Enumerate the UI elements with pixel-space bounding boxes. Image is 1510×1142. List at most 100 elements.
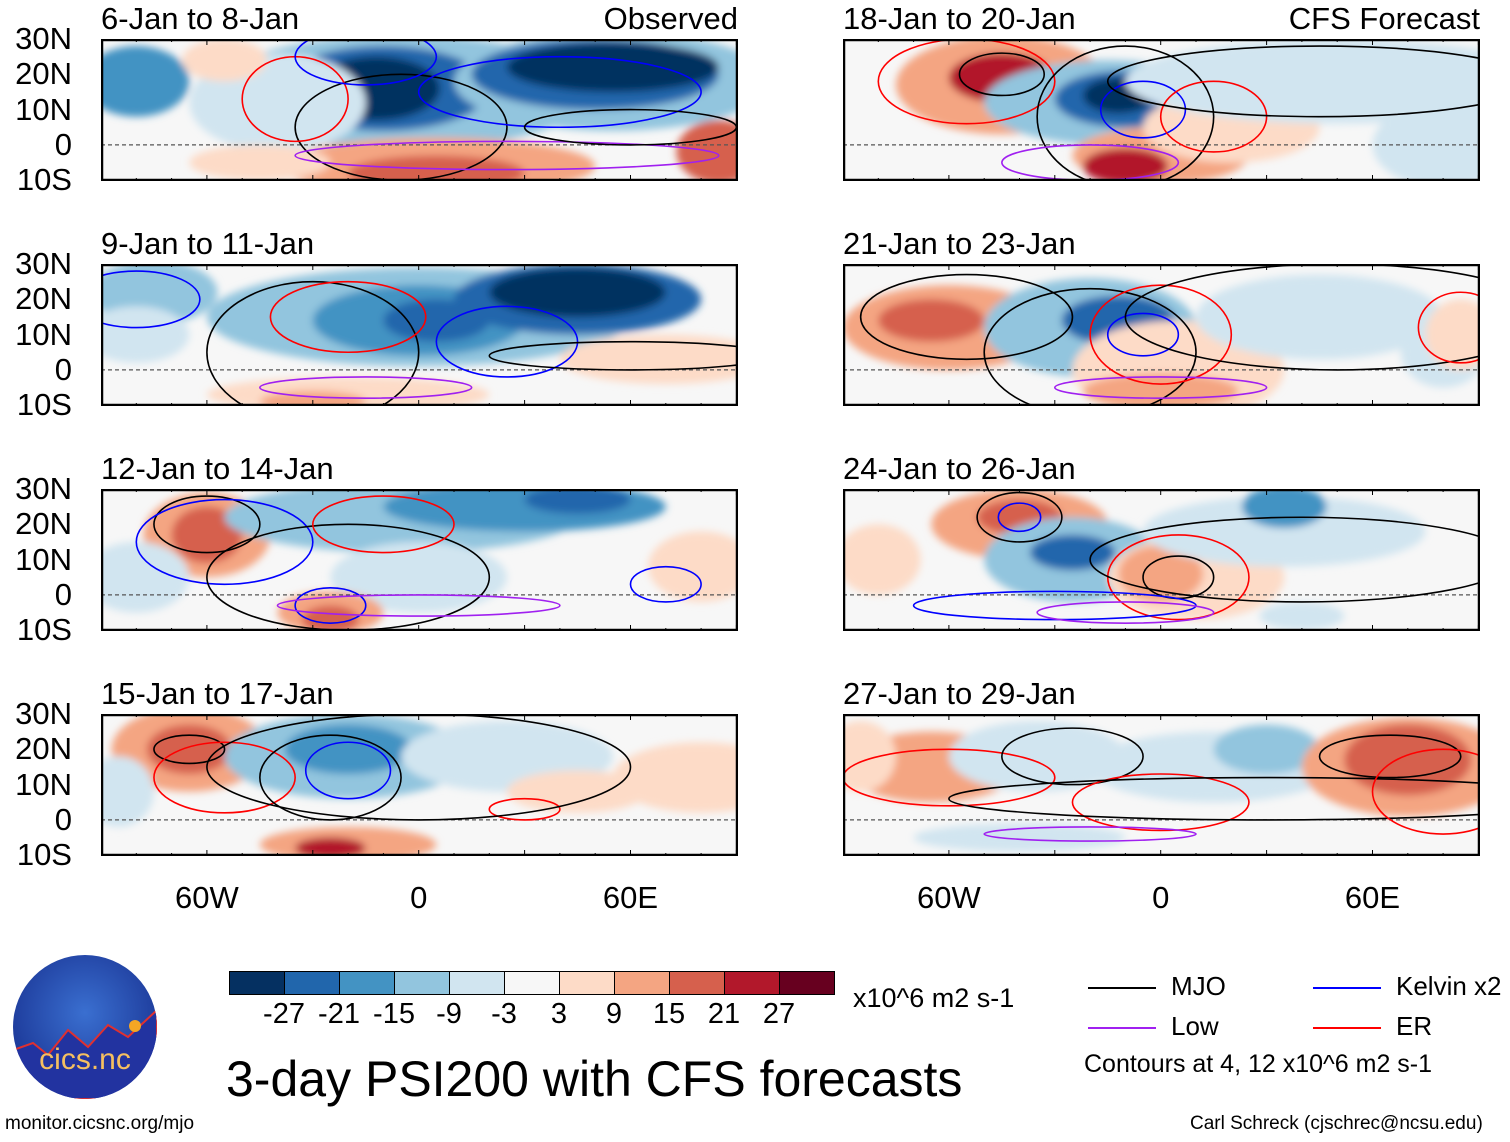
lat-label: 10N xyxy=(15,541,72,577)
anomaly-region xyxy=(843,524,921,595)
contour-line xyxy=(294,587,367,624)
panel-tag: Observed xyxy=(603,1,738,36)
contour-line xyxy=(488,340,738,371)
colorbar-units: x10^6 m2 s-1 xyxy=(853,983,1015,1013)
lat-label: 10N xyxy=(15,316,72,352)
anomaly-region xyxy=(1372,102,1480,181)
colorbar xyxy=(229,971,835,995)
map-panel xyxy=(101,264,738,406)
anomaly-region xyxy=(1030,534,1115,571)
contour-line xyxy=(417,55,702,129)
lon-label: 60W xyxy=(917,880,981,915)
lat-label: 20N xyxy=(15,281,72,317)
lat-label: 10N xyxy=(15,91,72,127)
map-panel xyxy=(843,714,1480,856)
colorbar-swatch xyxy=(230,972,285,994)
contour-line xyxy=(958,52,1046,97)
contour-line xyxy=(304,741,392,800)
anomaly-region xyxy=(878,299,985,342)
panel-title: 24-Jan to 26-Jan xyxy=(843,451,1076,486)
anomaly-region xyxy=(302,605,359,631)
map-panel xyxy=(101,39,738,181)
legend-label: Kelvin x2 xyxy=(1396,971,1502,1001)
contour-line xyxy=(976,491,1063,543)
colorbar-swatch xyxy=(285,972,340,994)
panel-title: 18-Jan to 20-Jan xyxy=(843,1,1076,36)
lon-label: 0 xyxy=(410,880,428,915)
contour-line xyxy=(1036,45,1215,181)
colorbar-swatch xyxy=(450,972,505,994)
contour-line xyxy=(294,39,438,86)
contour-line xyxy=(276,594,561,617)
anomaly-region xyxy=(171,506,243,564)
colorbar-label: 27 xyxy=(762,998,796,1030)
colorbar-label: 15 xyxy=(652,998,686,1030)
lat-label: 10S xyxy=(16,612,72,648)
contour-line xyxy=(153,734,226,765)
panel-title: 15-Jan to 17-Jan xyxy=(101,676,334,711)
contour-line xyxy=(1071,773,1250,832)
lat-label: 10S xyxy=(16,837,72,873)
colorbar-swatch xyxy=(340,972,395,994)
contour-line xyxy=(1318,734,1462,779)
contour-line xyxy=(294,140,720,171)
legend-line-er xyxy=(1313,1027,1381,1029)
cics-logo: cics.nc xyxy=(13,955,157,1099)
colorbar-label: -9 xyxy=(436,998,462,1030)
colorbar-label: 21 xyxy=(707,998,741,1030)
contour-line xyxy=(1159,80,1268,153)
contour-line xyxy=(1036,601,1215,624)
contour-line xyxy=(877,39,1056,125)
contour-note: Contours at 4, 12 x10^6 m2 s-1 xyxy=(1084,1050,1433,1078)
colorbar-label: -15 xyxy=(373,998,415,1030)
lat-label: 30N xyxy=(15,471,72,506)
figure-title: 3-day PSI200 with CFS forecasts xyxy=(226,1051,963,1107)
colorbar-swatch xyxy=(560,972,615,994)
contour-line xyxy=(435,305,579,378)
contour-line xyxy=(101,270,201,329)
contour-line xyxy=(629,565,702,603)
anomaly-region xyxy=(1083,148,1168,181)
contour-line xyxy=(1417,291,1480,364)
map-panel xyxy=(843,489,1480,631)
lon-label: 60E xyxy=(1344,880,1401,915)
contour-line xyxy=(1054,376,1268,399)
anomaly-region xyxy=(284,724,412,775)
lat-label: 0 xyxy=(54,801,72,837)
contour-line xyxy=(1099,80,1187,139)
contour-line xyxy=(1106,312,1180,357)
contour-line xyxy=(1124,264,1480,371)
source-url: monitor.cicsnc.org/mjo xyxy=(5,1113,195,1134)
anomaly-region xyxy=(843,721,896,792)
lat-label: 0 xyxy=(54,126,72,162)
anomaly-region xyxy=(1125,39,1480,124)
lat-label: 30N xyxy=(15,246,72,281)
colorbar-swatch xyxy=(670,972,725,994)
lat-label: 20N xyxy=(15,731,72,767)
contour-line xyxy=(983,826,1197,842)
contour-line xyxy=(1089,284,1233,385)
anomaly-region xyxy=(101,756,154,827)
colorbar-label: -21 xyxy=(318,998,360,1030)
map-panel xyxy=(101,489,738,631)
contour-line xyxy=(948,776,1480,821)
anomaly-region xyxy=(948,721,1126,792)
anomaly-region xyxy=(1143,496,1426,567)
contour-line xyxy=(153,741,296,814)
contour-line xyxy=(153,495,261,554)
contour-line xyxy=(206,280,420,406)
legend-label: MJO xyxy=(1171,971,1226,1001)
anomaly-region xyxy=(1196,274,1444,360)
colorbar-label: -3 xyxy=(491,998,517,1030)
anomaly-region xyxy=(913,823,1126,852)
contour-line xyxy=(259,376,473,399)
map-panel xyxy=(101,714,738,856)
anomaly-region xyxy=(489,267,666,317)
colorbar-swatch xyxy=(780,972,834,994)
contour-line xyxy=(259,734,402,821)
anomaly-region xyxy=(506,42,719,92)
colorbar-label: 3 xyxy=(550,998,568,1030)
colorbar-label: -27 xyxy=(263,998,305,1030)
contour-line xyxy=(269,280,427,354)
